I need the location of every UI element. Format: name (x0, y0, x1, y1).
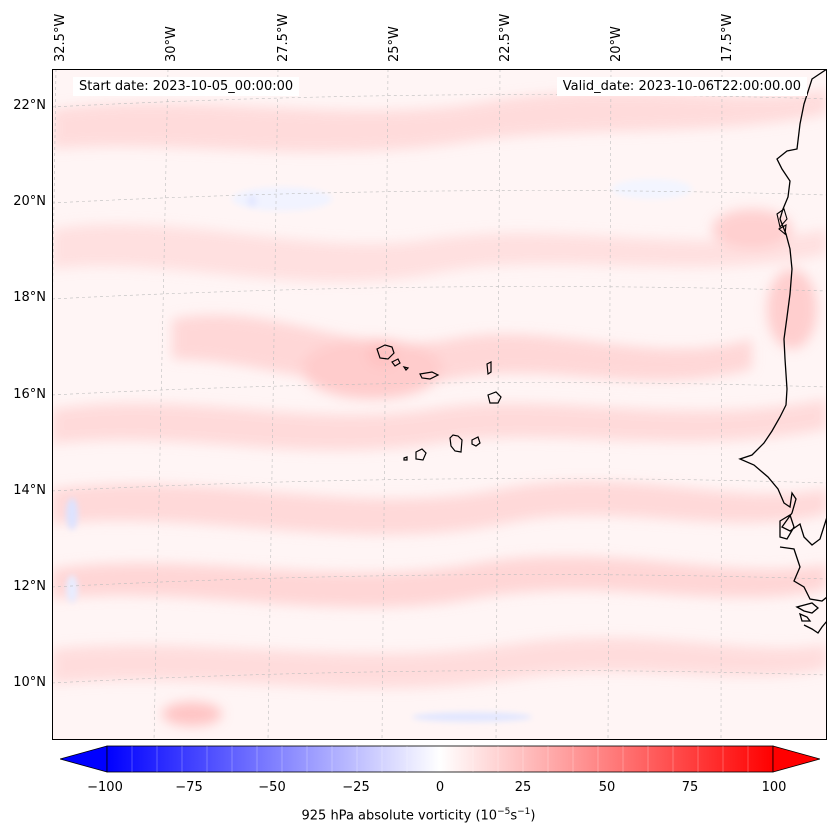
colorbar-tick-label: 100 (761, 780, 787, 795)
colorbar-tick-label: 75 (681, 780, 699, 795)
lat-label-16n: 16°N (13, 387, 46, 402)
colorbar-tick-label: 50 (598, 780, 616, 795)
vorticity-field (52, 89, 827, 726)
valid-date-label: Valid_date: 2023-10-06T22:00:00.00 (556, 77, 807, 96)
colorbar-tick-label: 25 (514, 780, 532, 795)
lon-label-17-5w: 17.5°W (720, 13, 735, 62)
start-date-label: Start date: 2023-10-05_00:00:00 (73, 77, 300, 96)
colorbar (60, 745, 820, 773)
lon-label-32-5w: 32.5°W (53, 13, 68, 62)
colorbar-tick-label: −50 (258, 780, 286, 795)
graticule (52, 69, 827, 740)
lat-label-18n: 18°N (13, 290, 46, 305)
lat-label-14n: 14°N (13, 483, 46, 498)
lat-label-10n: 10°N (13, 675, 46, 690)
cape-verde-islands (376, 344, 502, 461)
lon-label-30w: 30°W (164, 26, 179, 62)
lon-label-25w: 25°W (387, 26, 402, 62)
vorticity-map[interactable] (52, 69, 827, 740)
african-coastline (738, 69, 827, 634)
lon-label-22-5w: 22.5°W (498, 13, 513, 62)
lon-label-20w: 20°W (609, 26, 624, 62)
colorbar-tick-label: −75 (175, 780, 203, 795)
negative-vorticity-patches (66, 179, 692, 722)
colorbar-min-arrow (60, 745, 108, 773)
lon-label-27-5w: 27.5°W (276, 13, 291, 62)
coastal-island (776, 208, 788, 229)
lat-label-12n: 12°N (13, 579, 46, 594)
colorbar-tick-label: −100 (87, 780, 123, 795)
colorbar-tick-label: −25 (342, 780, 370, 795)
lat-label-20n: 20°N (13, 194, 46, 209)
lat-label-22n: 22°N (13, 98, 46, 113)
colorbar-max-arrow (772, 745, 820, 773)
colorbar-gradient (106, 745, 774, 773)
colorbar-tick-label: 0 (435, 780, 445, 795)
coastal-island (778, 223, 787, 236)
colorbar-label: 925 hPa absolute vorticity (10−5s−1) (301, 807, 536, 824)
